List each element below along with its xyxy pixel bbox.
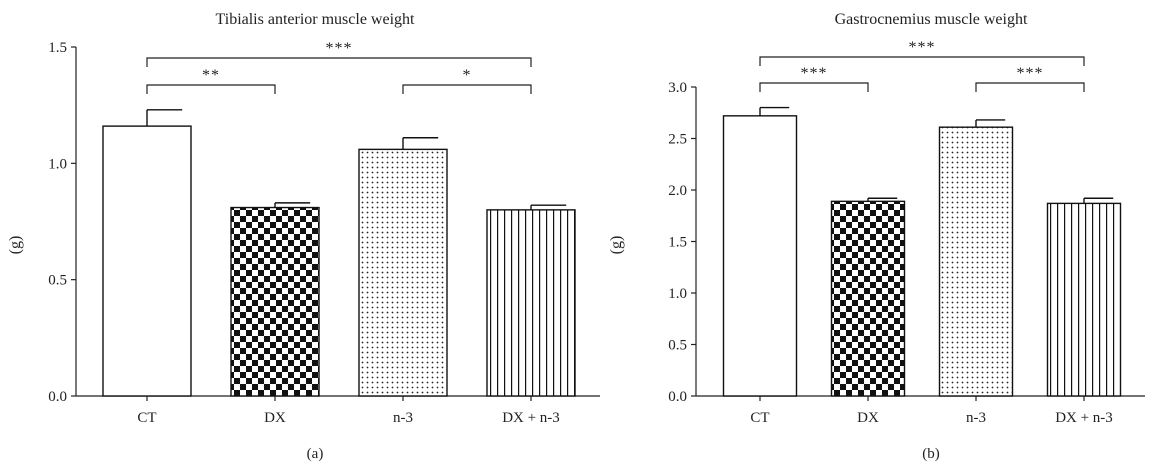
y-tick-label: 3.0 (668, 80, 687, 96)
x-tick-label: n-3 (966, 410, 986, 426)
significance-bracket (975, 82, 1085, 92)
panel-b-title: Gastrocnemius muscle weight (835, 11, 1028, 28)
x-tick-label: CT (750, 410, 769, 426)
significance-label: ** (202, 67, 220, 84)
x-tick-label: DX (857, 410, 879, 426)
panel-a-plot: 0.00.51.01.5CT DX n-3 DX + n-3***** * (48, 40, 600, 426)
y-tick-label: 0.5 (668, 338, 687, 354)
significance-label: *** (801, 65, 828, 82)
panel-a-label: (a) (307, 446, 324, 462)
panel-a-title: Tibialis anterior muscle weight (216, 11, 415, 28)
x-tick-label: DX + n-3 (502, 410, 560, 426)
bar-dx (230, 206, 320, 397)
y-tick-label: 2.5 (668, 132, 687, 148)
bar-ct (722, 115, 798, 397)
x-tick-label: DX + n-3 (1055, 410, 1113, 426)
panel-b-ylabel: (g) (608, 236, 625, 255)
significance-label: * (463, 67, 472, 84)
bar-dx-n-3 (486, 209, 576, 397)
y-tick-label: 1.5 (668, 235, 687, 251)
significance-label: *** (1017, 65, 1044, 82)
significance-bracket (402, 84, 532, 94)
panel-a-ylabel: (g) (7, 236, 24, 255)
bar-dx (830, 200, 906, 397)
significance-label: *** (909, 39, 936, 56)
y-tick-label: 1.0 (668, 286, 687, 302)
significance-bracket (146, 57, 532, 67)
y-tick-label: 0.5 (48, 273, 67, 289)
bar-n-3 (938, 126, 1014, 397)
significance-bracket (146, 84, 276, 94)
y-tick-label: 1.0 (48, 156, 67, 172)
significance-bracket (759, 82, 869, 92)
y-tick-label: 0.0 (48, 389, 67, 405)
panel-a: Tibialis anterior muscle weight (g) (a) … (7, 11, 600, 462)
y-tick-label: 1.5 (48, 40, 67, 56)
y-tick-label: 2.0 (668, 183, 687, 199)
panel-b: Gastrocnemius muscle weight (g) (b) 0.00… (608, 11, 1145, 462)
panel-b-label: (b) (922, 446, 940, 462)
significance-label: *** (326, 40, 353, 57)
x-tick-label: CT (137, 410, 156, 426)
panel-b-plot: 0.0 0.5 1.0 1.5 2.0 2.5 3.0 CT DX n-3 DX + n-3 *** *… (668, 39, 1145, 426)
significance-bracket (759, 56, 1085, 66)
x-tick-label: DX (264, 410, 286, 426)
bar-dx-n-3 (1046, 202, 1122, 397)
y-tick-label: 0.0 (668, 389, 687, 405)
bar-ct (102, 125, 192, 397)
bar-n-3 (358, 148, 448, 397)
x-tick-label: n-3 (393, 410, 413, 426)
